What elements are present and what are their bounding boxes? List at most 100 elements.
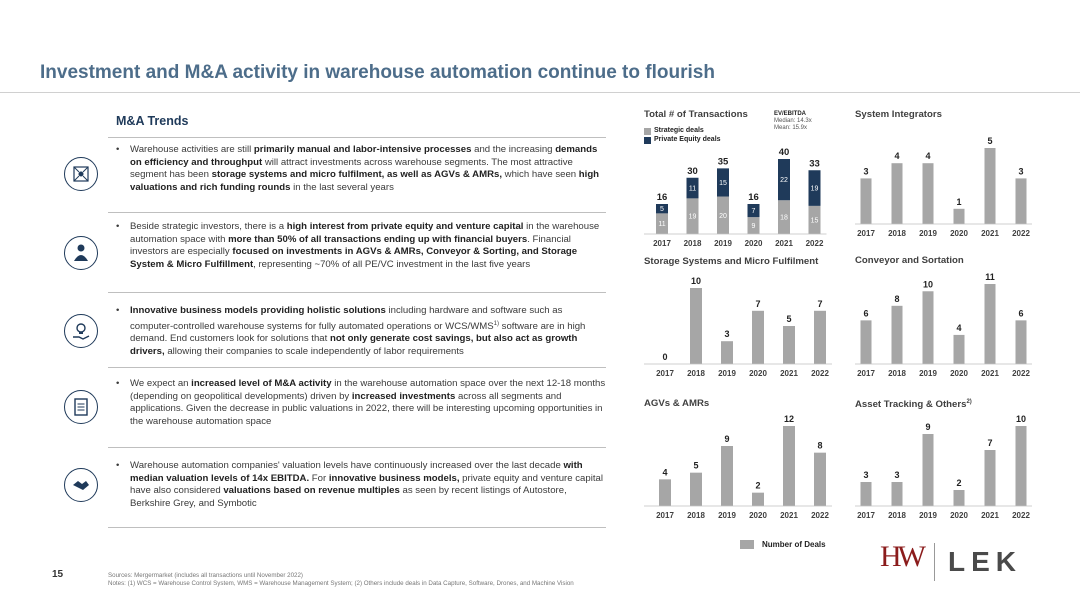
bar-value-label: 4 (956, 323, 961, 333)
footnotes: Sources: Mergermarket (includes all tran… (108, 572, 574, 588)
divider (108, 367, 606, 368)
bullet-text: Warehouse automation companies' valuatio… (130, 460, 603, 509)
x-tick-label: 2020 (950, 229, 968, 238)
chart-storage-systems: 0 2017 10 2018 3 2019 7 2020 5 2021 7 2022 (644, 276, 832, 378)
x-tick-label: 2021 (780, 511, 798, 520)
bar-segment (747, 204, 760, 218)
bar-segment (686, 198, 699, 234)
x-tick-label: 2022 (806, 239, 824, 248)
bar-value-label: 10 (1016, 414, 1026, 424)
bar-segment (656, 204, 668, 214)
bar-value-label: 3 (863, 470, 868, 480)
bottom-legend: Number of Deals (740, 540, 826, 549)
x-tick-label: 2022 (811, 369, 829, 378)
bar-value-label: 4 (925, 151, 930, 161)
bar-segment-label: 20 (719, 213, 727, 220)
bar-value-label: 2 (755, 481, 760, 491)
divider (108, 527, 606, 528)
bar (752, 310, 764, 364)
bar-segment (686, 177, 699, 199)
x-tick-label: 2020 (950, 369, 968, 378)
x-tick-label: 2022 (1012, 369, 1030, 378)
x-tick-label: 2020 (749, 369, 767, 378)
x-tick-label: 2022 (811, 511, 829, 520)
chart-total-transactions: 11 5 16 2017 19 11 30 2018 20 15 35 2019 9 7 16 2020 18 2… (644, 147, 827, 248)
handshake-icon (64, 468, 98, 502)
bar-segment-label: 15 (719, 180, 727, 187)
bar (860, 482, 872, 506)
bar-value-label: 7 (755, 299, 760, 309)
x-tick-label: 2018 (684, 239, 702, 248)
chart-asset-tracking: 3 2017 3 2018 9 2019 2 2020 7 2021 10 2022 (855, 414, 1032, 520)
x-tick-label: 2020 (749, 511, 767, 520)
bar (891, 482, 903, 506)
x-tick-label: 2019 (919, 229, 937, 238)
bar (721, 341, 733, 364)
x-tick-label: 2017 (857, 511, 875, 520)
bar (922, 291, 934, 364)
bar (783, 426, 795, 506)
bar-value-label: 10 (923, 279, 933, 289)
bar (953, 490, 965, 506)
legend-label-deals: Number of Deals (762, 540, 826, 549)
bar-value-label: 4 (662, 467, 667, 477)
divider (108, 292, 606, 293)
x-tick-label: 2020 (745, 239, 763, 248)
legend-label-strategic: Strategic deals (654, 127, 704, 134)
bar (953, 334, 965, 364)
legend-swatch-deals (740, 540, 754, 549)
bar-segment-label: 11 (689, 186, 696, 193)
bar-value-label: 8 (817, 441, 822, 451)
bar-total-label: 35 (718, 156, 729, 167)
bar (953, 208, 965, 224)
bar (752, 492, 764, 506)
page-title: Investment and M&A activity in warehouse… (40, 62, 715, 83)
bar (984, 450, 996, 506)
bar-value-label: 1 (956, 197, 961, 207)
x-tick-label: 2017 (656, 511, 674, 520)
bar-segment (717, 168, 729, 197)
bar-segment (808, 170, 821, 206)
bar-segment-label: 9 (752, 223, 756, 230)
bar-value-label: 10 (691, 276, 701, 286)
x-tick-label: 2018 (888, 511, 906, 520)
x-tick-label: 2017 (857, 369, 875, 378)
bar (721, 446, 733, 506)
title-divider (0, 92, 1080, 93)
bar-segment-label: 22 (780, 177, 788, 184)
x-tick-label: 2019 (718, 511, 736, 520)
x-tick-label: 2019 (919, 511, 937, 520)
bar-value-label: 4 (894, 151, 899, 161)
bar-value-label: 3 (724, 329, 729, 339)
divider (108, 137, 606, 138)
x-tick-label: 2020 (950, 511, 968, 520)
bar-value-label: 8 (894, 294, 899, 304)
idea-hand-icon (64, 314, 98, 348)
chart-title-total: Total # of Transactions (644, 109, 748, 120)
x-tick-label: 2017 (653, 239, 671, 248)
bullet-text: We expect an increased level of M&A acti… (130, 378, 606, 427)
bar-value-label: 5 (987, 136, 992, 146)
legend-swatch-pe (644, 137, 651, 144)
bullet-text: Innovative business models providing hol… (130, 305, 586, 357)
bar-segment-label: 19 (689, 214, 697, 221)
bullet-text: Warehouse activities are still primarily… (130, 144, 600, 193)
x-tick-label: 2017 (656, 369, 674, 378)
bar (1015, 426, 1027, 506)
bar (814, 310, 826, 364)
chart-title-storage: Storage Systems and Micro Fulfilment (644, 256, 819, 267)
bar-value-label: 6 (1018, 308, 1023, 318)
x-tick-label: 2019 (714, 239, 732, 248)
bar (1015, 178, 1027, 224)
bar (922, 434, 934, 506)
document-list-icon (64, 390, 98, 424)
divider (108, 447, 606, 448)
chart-conveyor-sortation: 6 2017 8 2018 10 2019 4 2020 11 2021 6 2022 (855, 272, 1032, 378)
bar-total-label: 16 (657, 192, 668, 203)
bar-value-label: 9 (724, 434, 729, 444)
bar-value-label: 12 (784, 414, 794, 424)
bar-segment (747, 217, 760, 234)
chart-system-integrators: 3 2017 4 2018 4 2019 1 2020 5 2021 3 2022 (855, 136, 1032, 238)
bar (860, 178, 872, 224)
chart-agvs-amrs: 4 2017 5 2018 9 2019 2 2020 12 2021 8 2022 (644, 414, 832, 520)
